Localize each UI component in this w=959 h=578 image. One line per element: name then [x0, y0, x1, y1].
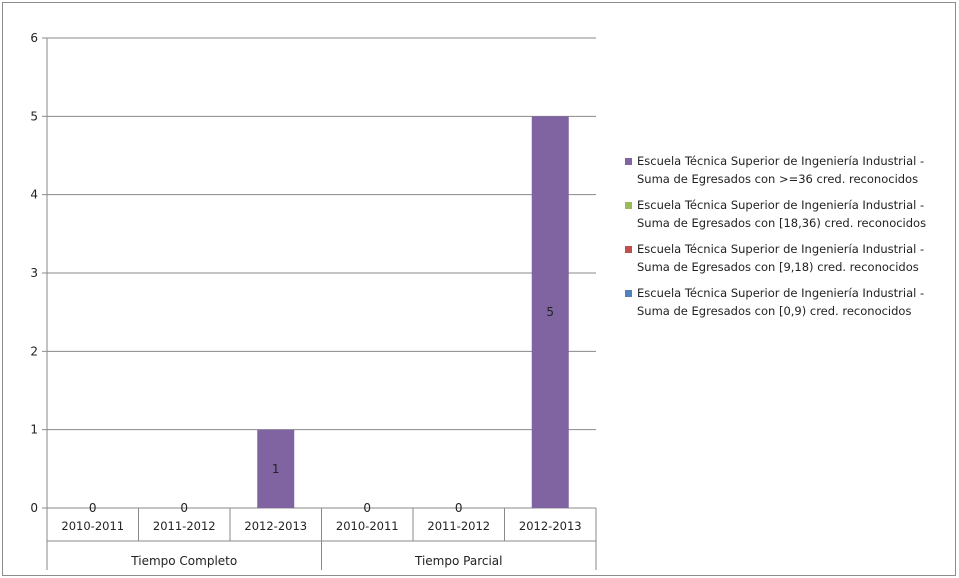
data-label: 1 — [272, 462, 280, 476]
x-tick-label: 2012-2013 — [244, 519, 307, 533]
legend-label: Escuela Técnica Superior de Ingeniería I… — [637, 198, 927, 230]
legend-item: Escuela Técnica Superior de Ingeniería I… — [625, 196, 950, 232]
legend-item: Escuela Técnica Superior de Ingeniería I… — [625, 152, 950, 188]
bar — [257, 429, 295, 508]
legend-swatch — [625, 202, 632, 209]
legend-swatch — [625, 158, 632, 165]
y-tick-label: 2 — [30, 344, 38, 358]
y-tick-label: 3 — [30, 266, 38, 280]
group-label: Tiempo Parcial — [414, 554, 502, 568]
legend-label: Escuela Técnica Superior de Ingeniería I… — [637, 286, 925, 318]
data-label: 0 — [180, 501, 188, 515]
legend-swatch — [625, 290, 632, 297]
y-tick-label: 5 — [30, 109, 38, 123]
data-label: 5 — [546, 305, 554, 319]
legend-item: Escuela Técnica Superior de Ingeniería I… — [625, 240, 950, 276]
x-tick-label: 2012-2013 — [519, 519, 582, 533]
legend-item: Escuela Técnica Superior de Ingeniería I… — [625, 284, 950, 320]
data-label: 0 — [363, 501, 371, 515]
data-label: 0 — [455, 501, 463, 515]
y-tick-label: 0 — [30, 501, 38, 515]
data-label: 0 — [89, 501, 97, 515]
y-tick-label: 6 — [30, 31, 38, 45]
bar — [531, 116, 569, 508]
y-tick-label: 1 — [30, 423, 38, 437]
legend-swatch — [625, 246, 632, 253]
y-tick-label: 4 — [30, 188, 38, 202]
legend-label: Escuela Técnica Superior de Ingeniería I… — [637, 154, 925, 186]
legend-label: Escuela Técnica Superior de Ingeniería I… — [637, 242, 925, 274]
x-tick-label: 2011-2012 — [427, 519, 490, 533]
chart-legend: Escuela Técnica Superior de Ingeniería I… — [625, 152, 950, 328]
x-tick-label: 2011-2012 — [153, 519, 216, 533]
x-tick-label: 2010-2011 — [336, 519, 399, 533]
x-tick-label: 2010-2011 — [61, 519, 124, 533]
group-label: Tiempo Completo — [130, 554, 237, 568]
